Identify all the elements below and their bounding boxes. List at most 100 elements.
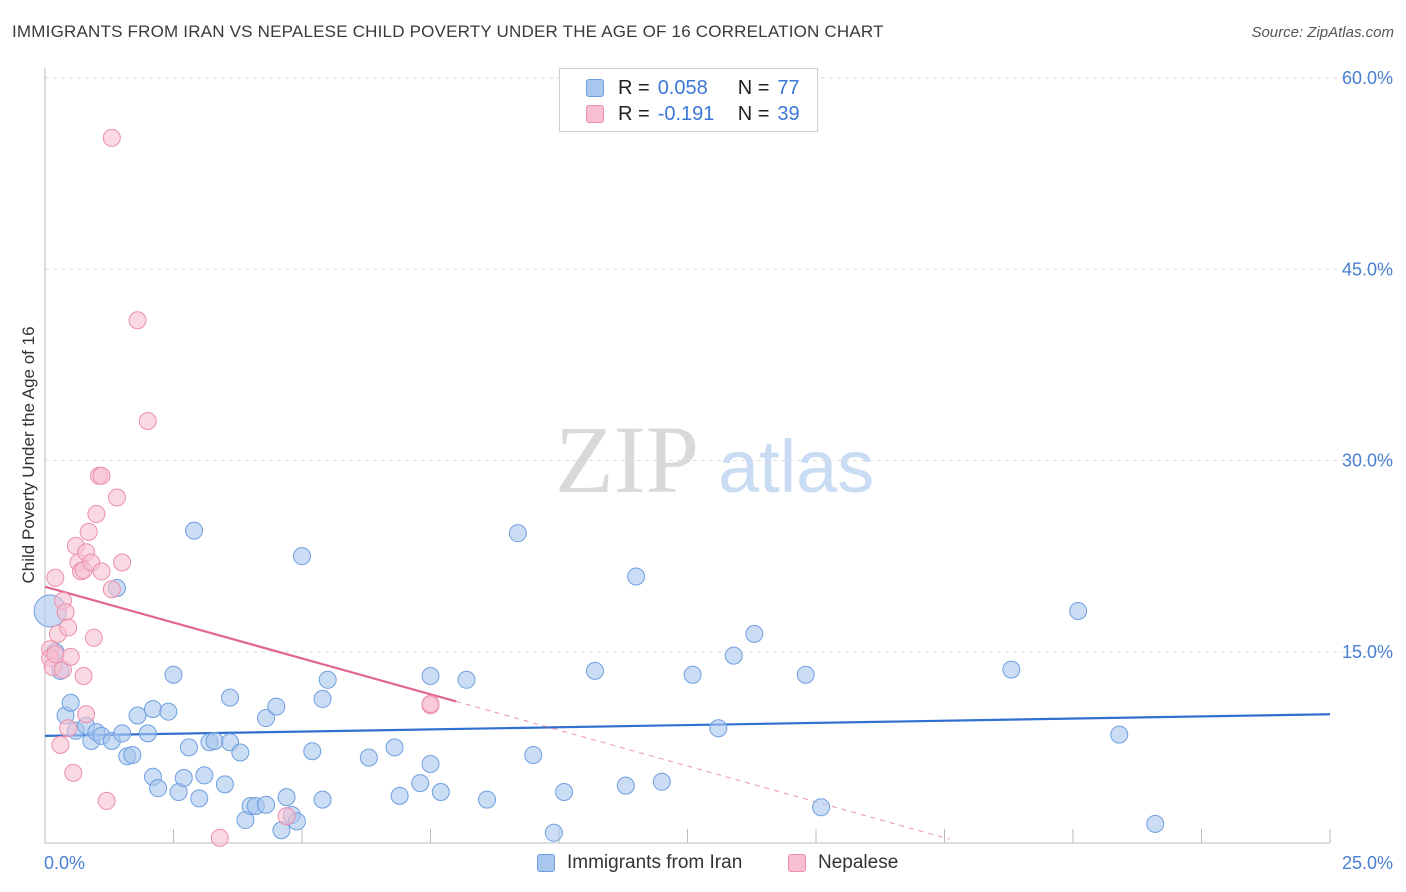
bottom-legend-iran: Immigrants from Iran [537,852,742,874]
point-iran [257,795,276,814]
trend-line-nepalese [44,585,457,703]
point-iran [585,661,604,680]
point-iran [113,724,132,743]
watermark: ZIP atlas [555,406,874,513]
watermark-atlas: atlas [718,425,874,508]
legend-n-value: 39 [777,102,800,125]
bottom-legend-swatch-iran [537,854,555,872]
point-iran [616,776,635,795]
x-tick-label: 0.0% [44,853,85,873]
point-iran [421,666,440,685]
point-iran [411,774,430,793]
point-nepalese [210,828,229,847]
point-iran [215,775,234,794]
point-iran [128,706,147,725]
point-iran [143,700,162,719]
legend-n-label: N = [737,102,770,125]
y-tick-label: 30.0% [1342,451,1393,471]
legend-row-nepalese: R = -0.191 N = 39 [586,102,800,126]
point-iran [257,709,276,728]
point-nepalese [64,763,83,782]
point-iran [195,766,214,785]
grid-lines [45,77,1392,653]
point-nepalese [59,618,78,637]
point-nepalese [46,645,65,664]
point-iran [277,788,296,807]
point-iran [123,746,142,765]
point-nepalese [61,647,80,666]
trend-lines [44,585,1331,840]
point-nepalese [92,466,111,485]
point-iran [190,789,209,808]
legend-r-label: R = [618,76,650,99]
point-iran [313,790,332,809]
point-nepalese [77,705,96,724]
point-nepalese [277,807,296,826]
legend-row-iran: R = 0.058 N = 77 [586,76,800,100]
bottom-legend-nepalese: Nepalese [788,852,898,874]
point-iran [318,670,337,689]
watermark-zip: ZIP [555,406,699,513]
point-iran [385,738,404,757]
point-iran [221,688,240,707]
point-iran [431,783,450,801]
point-iran [205,732,224,750]
point-nepalese [421,695,440,714]
point-iran [390,786,409,805]
legend-swatch-nepalese [586,105,604,123]
chart-source: Source: ZipAtlas.com [1251,24,1394,41]
point-nepalese [138,411,157,430]
point-iran [544,823,563,842]
y-axis-label: Child Poverty Under the Age of 16 [19,326,38,583]
point-iran [524,746,543,765]
point-iran [1146,814,1165,833]
point-iran [683,665,702,684]
trend-line-iran [44,713,1331,737]
point-iran [138,724,157,743]
y-tick-label: 45.0% [1342,259,1393,279]
point-nepalese [59,719,78,738]
chart-title: IMMIGRANTS FROM IRAN VS NEPALESE CHILD P… [12,22,884,41]
point-iran [478,790,497,809]
point-iran [61,693,80,712]
point-nepalese [102,580,121,599]
y-tick-label: 15.0% [1342,642,1393,662]
point-iran [796,665,815,684]
point-iran [1110,725,1129,744]
point-iran [652,772,671,791]
point-nepalese [113,553,132,572]
point-iran [555,783,574,801]
point-iran [185,521,204,540]
point-iran [231,743,250,762]
bottom-legend-label-nepalese: Nepalese [818,852,899,873]
point-iran [313,689,332,708]
point-iran [709,719,728,738]
point-iran [149,779,168,798]
point-iran [359,748,378,767]
point-nepalese [74,666,93,685]
point-iran [293,547,311,566]
point-nepalese [92,562,111,581]
point-iran [303,742,322,761]
point-iran [1069,601,1088,620]
point-iran [164,665,183,684]
data-points [33,128,1165,847]
point-iran [1002,660,1021,679]
point-nepalese [128,311,147,330]
bottom-legend-label-iran: Immigrants from Iran [567,852,743,873]
point-nepalese [46,568,65,587]
legend-r-label: R = [618,102,650,125]
point-nepalese [97,791,116,810]
bottom-legend-swatch-nepalese [788,854,806,872]
correlation-legend: R = 0.058 N = 77 R = -0.191 N = 39 [559,68,818,132]
point-nepalese [107,488,126,507]
point-iran [174,768,193,787]
point-nepalese [84,628,103,647]
legend-swatch-iran [586,79,604,97]
point-iran [267,697,286,716]
legend-r-value: 0.058 [657,76,708,99]
legend-n-value: 77 [777,76,800,99]
x-tick-label: 25.0% [1342,853,1393,873]
point-iran [457,670,476,689]
